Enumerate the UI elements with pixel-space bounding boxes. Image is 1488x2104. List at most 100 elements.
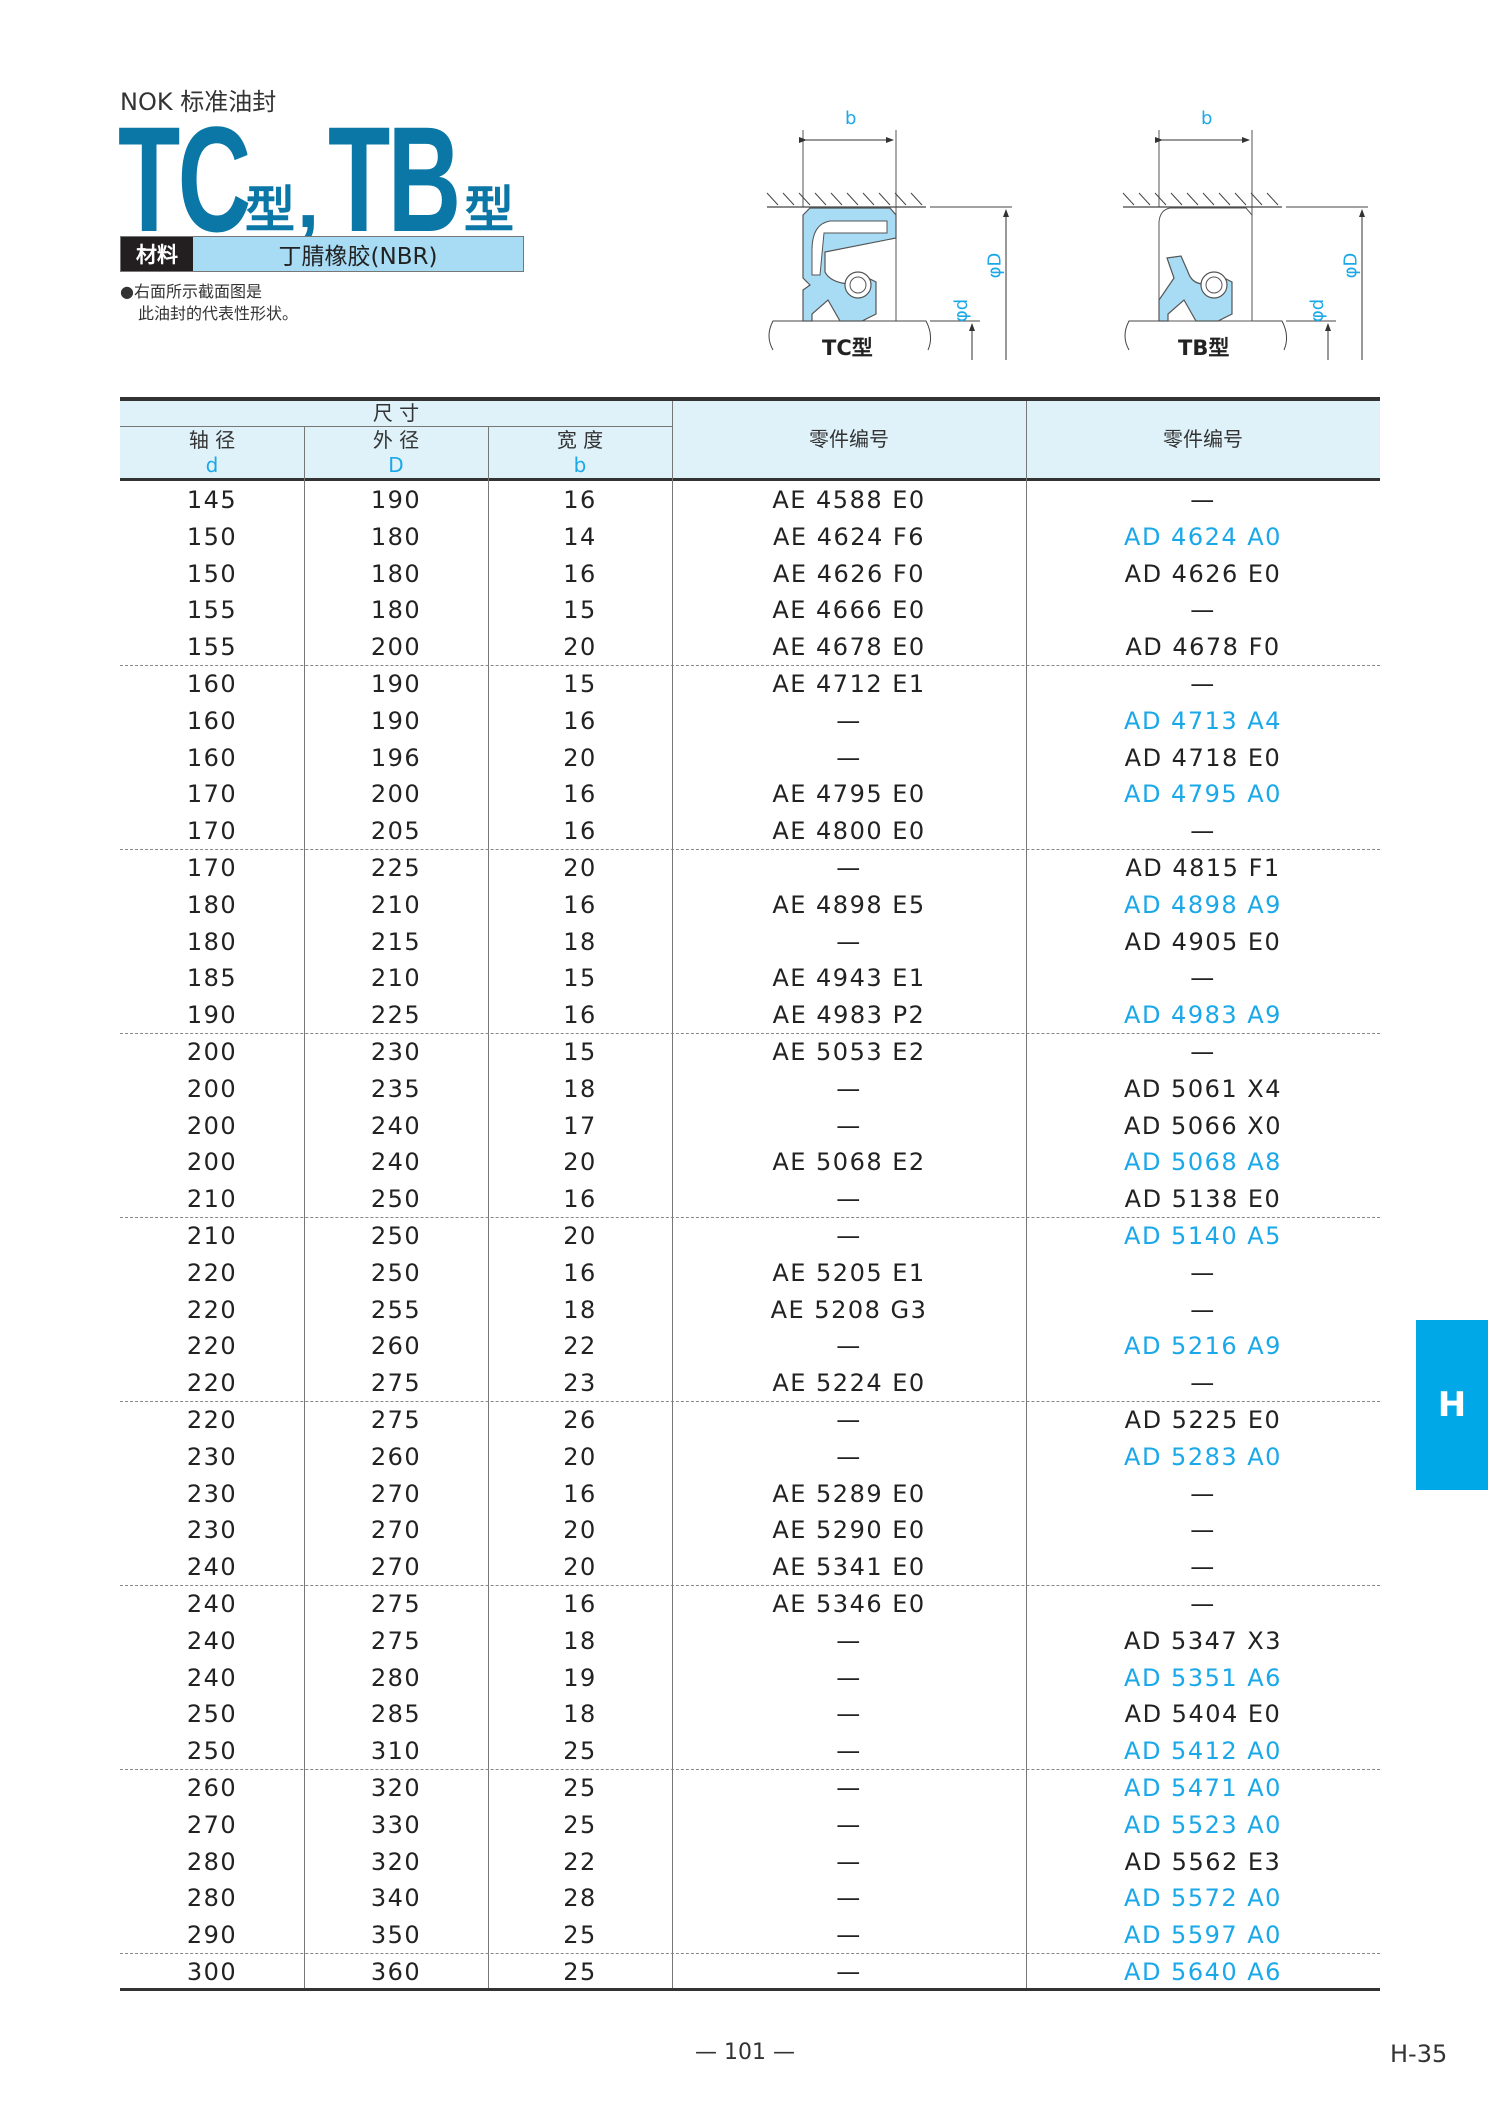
cell-d: 160 — [186, 670, 238, 698]
cell-b: 20 — [563, 1516, 597, 1545]
header-tc-part-number: 零件编号 — [809, 427, 889, 451]
tc-dim-b: b — [845, 108, 857, 129]
cell-D: 190 — [370, 670, 422, 698]
cell-d: 155 — [186, 633, 238, 662]
table-row: 220 260 22 — AD 5216 A9 — [120, 1328, 1380, 1365]
cell-d: 240 — [186, 1590, 238, 1618]
table-row: 300 360 25 — AD 5640 A6 — [120, 1954, 1380, 1991]
cell-b: 25 — [563, 1958, 597, 1986]
cell-tb: AD 5562 E3 — [1124, 1847, 1282, 1876]
tc-dim-d: φd — [951, 298, 973, 323]
table-row: 230 270 20 AE 5290 E0 — — [120, 1512, 1380, 1549]
group-separator — [120, 1401, 1380, 1402]
cell-b: 16 — [563, 1590, 597, 1618]
cell-tc: AE 5205 E1 — [772, 1258, 926, 1287]
cell-tc: — — [836, 854, 862, 882]
table-row: 280 320 22 — AD 5562 E3 — [120, 1844, 1380, 1881]
cell-b: 22 — [563, 1332, 597, 1361]
cell-d: 170 — [186, 780, 238, 809]
cell-D: 225 — [370, 854, 422, 882]
cell-D: 205 — [370, 817, 422, 846]
table-row: 290 350 25 — AD 5597 A0 — [120, 1917, 1380, 1954]
table-row: 185 210 15 AE 4943 E1 — — [120, 960, 1380, 997]
title-tc-suffix: 型 — [245, 181, 295, 239]
cell-tc: AE 4898 E5 — [772, 890, 926, 919]
header-dimensions: 尺 寸 — [372, 401, 420, 425]
cell-tc: — — [836, 1847, 862, 1876]
cell-d: 220 — [186, 1369, 238, 1398]
cell-d: 240 — [186, 1553, 238, 1582]
section-tab-h[interactable]: H — [1416, 1320, 1488, 1490]
cell-D: 180 — [370, 596, 422, 625]
cell-tb: AD 5216 A9 — [1124, 1332, 1282, 1361]
table-row: 210 250 16 — AD 5138 E0 — [120, 1181, 1380, 1218]
cell-tb: AD 5068 A8 — [1124, 1148, 1282, 1177]
cell-tb: AD 4905 E0 — [1124, 927, 1282, 956]
cell-d: 250 — [186, 1737, 238, 1766]
cell-d: 220 — [186, 1295, 238, 1324]
table-row: 180 210 16 AE 4898 E5 AD 4898 A9 — [120, 887, 1380, 924]
cell-b: 18 — [563, 927, 597, 956]
table-row: 240 275 18 — AD 5347 X3 — [120, 1623, 1380, 1660]
cell-tc: — — [836, 1185, 862, 1214]
cell-tb: — — [1190, 1038, 1216, 1066]
cell-D: 190 — [370, 486, 422, 514]
tc-diagram-label: TC型 — [822, 336, 873, 360]
cell-tc: AE 4795 E0 — [772, 780, 926, 809]
part-number-table: 尺 寸 轴 径 d 外 径 D 宽 度 b 零件编号 零件编号 145 190 16… — [120, 397, 1380, 1991]
cell-d: 220 — [186, 1332, 238, 1361]
cell-D: 280 — [370, 1663, 422, 1692]
table-row: 200 240 20 AE 5068 E2 AD 5068 A8 — [120, 1144, 1380, 1181]
cell-b: 15 — [563, 1038, 597, 1066]
cell-b: 16 — [563, 1185, 597, 1214]
cell-tb: — — [1190, 486, 1216, 514]
cell-d: 220 — [186, 1258, 238, 1287]
header-width: 宽 度 — [556, 428, 604, 452]
cell-tb: AD 5061 X4 — [1124, 1074, 1282, 1103]
cell-tc: AE 5290 E0 — [772, 1516, 926, 1545]
cell-tb: AD 4815 F1 — [1125, 854, 1281, 882]
cell-b: 20 — [563, 1442, 597, 1471]
cell-D: 360 — [370, 1958, 422, 1986]
tb-diagram-label: TB型 — [1178, 336, 1230, 360]
cell-tb: — — [1190, 670, 1216, 698]
cell-D: 255 — [370, 1295, 422, 1324]
table-row: 170 205 16 AE 4800 E0 — — [120, 813, 1380, 850]
cell-D: 270 — [370, 1479, 422, 1508]
table-row: 230 260 20 — AD 5283 A0 — [120, 1439, 1380, 1476]
cell-tc: — — [836, 1222, 862, 1250]
cell-d: 155 — [186, 596, 238, 625]
cell-D: 250 — [370, 1258, 422, 1287]
cell-tc: AE 4712 E1 — [772, 670, 926, 698]
cell-d: 190 — [186, 1001, 238, 1030]
table-row: 210 250 20 — AD 5140 A5 — [120, 1218, 1380, 1255]
cell-d: 200 — [186, 1074, 238, 1103]
cell-tb: AD 5066 X0 — [1124, 1111, 1282, 1140]
cell-b: 16 — [563, 890, 597, 919]
cell-b: 18 — [563, 1700, 597, 1729]
cell-tc: — — [836, 927, 862, 956]
table-row: 220 275 26 — AD 5225 E0 — [120, 1402, 1380, 1439]
table-row: 260 320 25 — AD 5471 A0 — [120, 1770, 1380, 1807]
cell-b: 25 — [563, 1810, 597, 1839]
cell-D: 190 — [370, 706, 422, 735]
cell-d: 240 — [186, 1626, 238, 1655]
cell-tc: — — [836, 1958, 862, 1986]
cell-D: 270 — [370, 1516, 422, 1545]
cell-b: 18 — [563, 1074, 597, 1103]
cell-tc: — — [836, 1737, 862, 1766]
table-row: 155 200 20 AE 4678 E0 AD 4678 F0 — [120, 629, 1380, 666]
group-separator — [120, 849, 1380, 850]
cell-D: 330 — [370, 1810, 422, 1839]
group-separator — [120, 1769, 1380, 1770]
header-symbol-b: b — [573, 453, 587, 477]
tb-dim-d: φd — [1307, 298, 1329, 323]
cell-D: 240 — [370, 1148, 422, 1177]
cell-d: 240 — [186, 1663, 238, 1692]
cell-tb: AD 5404 E0 — [1124, 1700, 1282, 1729]
title-tb: TB — [328, 95, 461, 263]
cell-tc: AE 5068 E2 — [772, 1148, 926, 1177]
cell-b: 22 — [563, 1847, 597, 1876]
cell-tc: — — [836, 1442, 862, 1471]
cell-b: 16 — [563, 780, 597, 809]
